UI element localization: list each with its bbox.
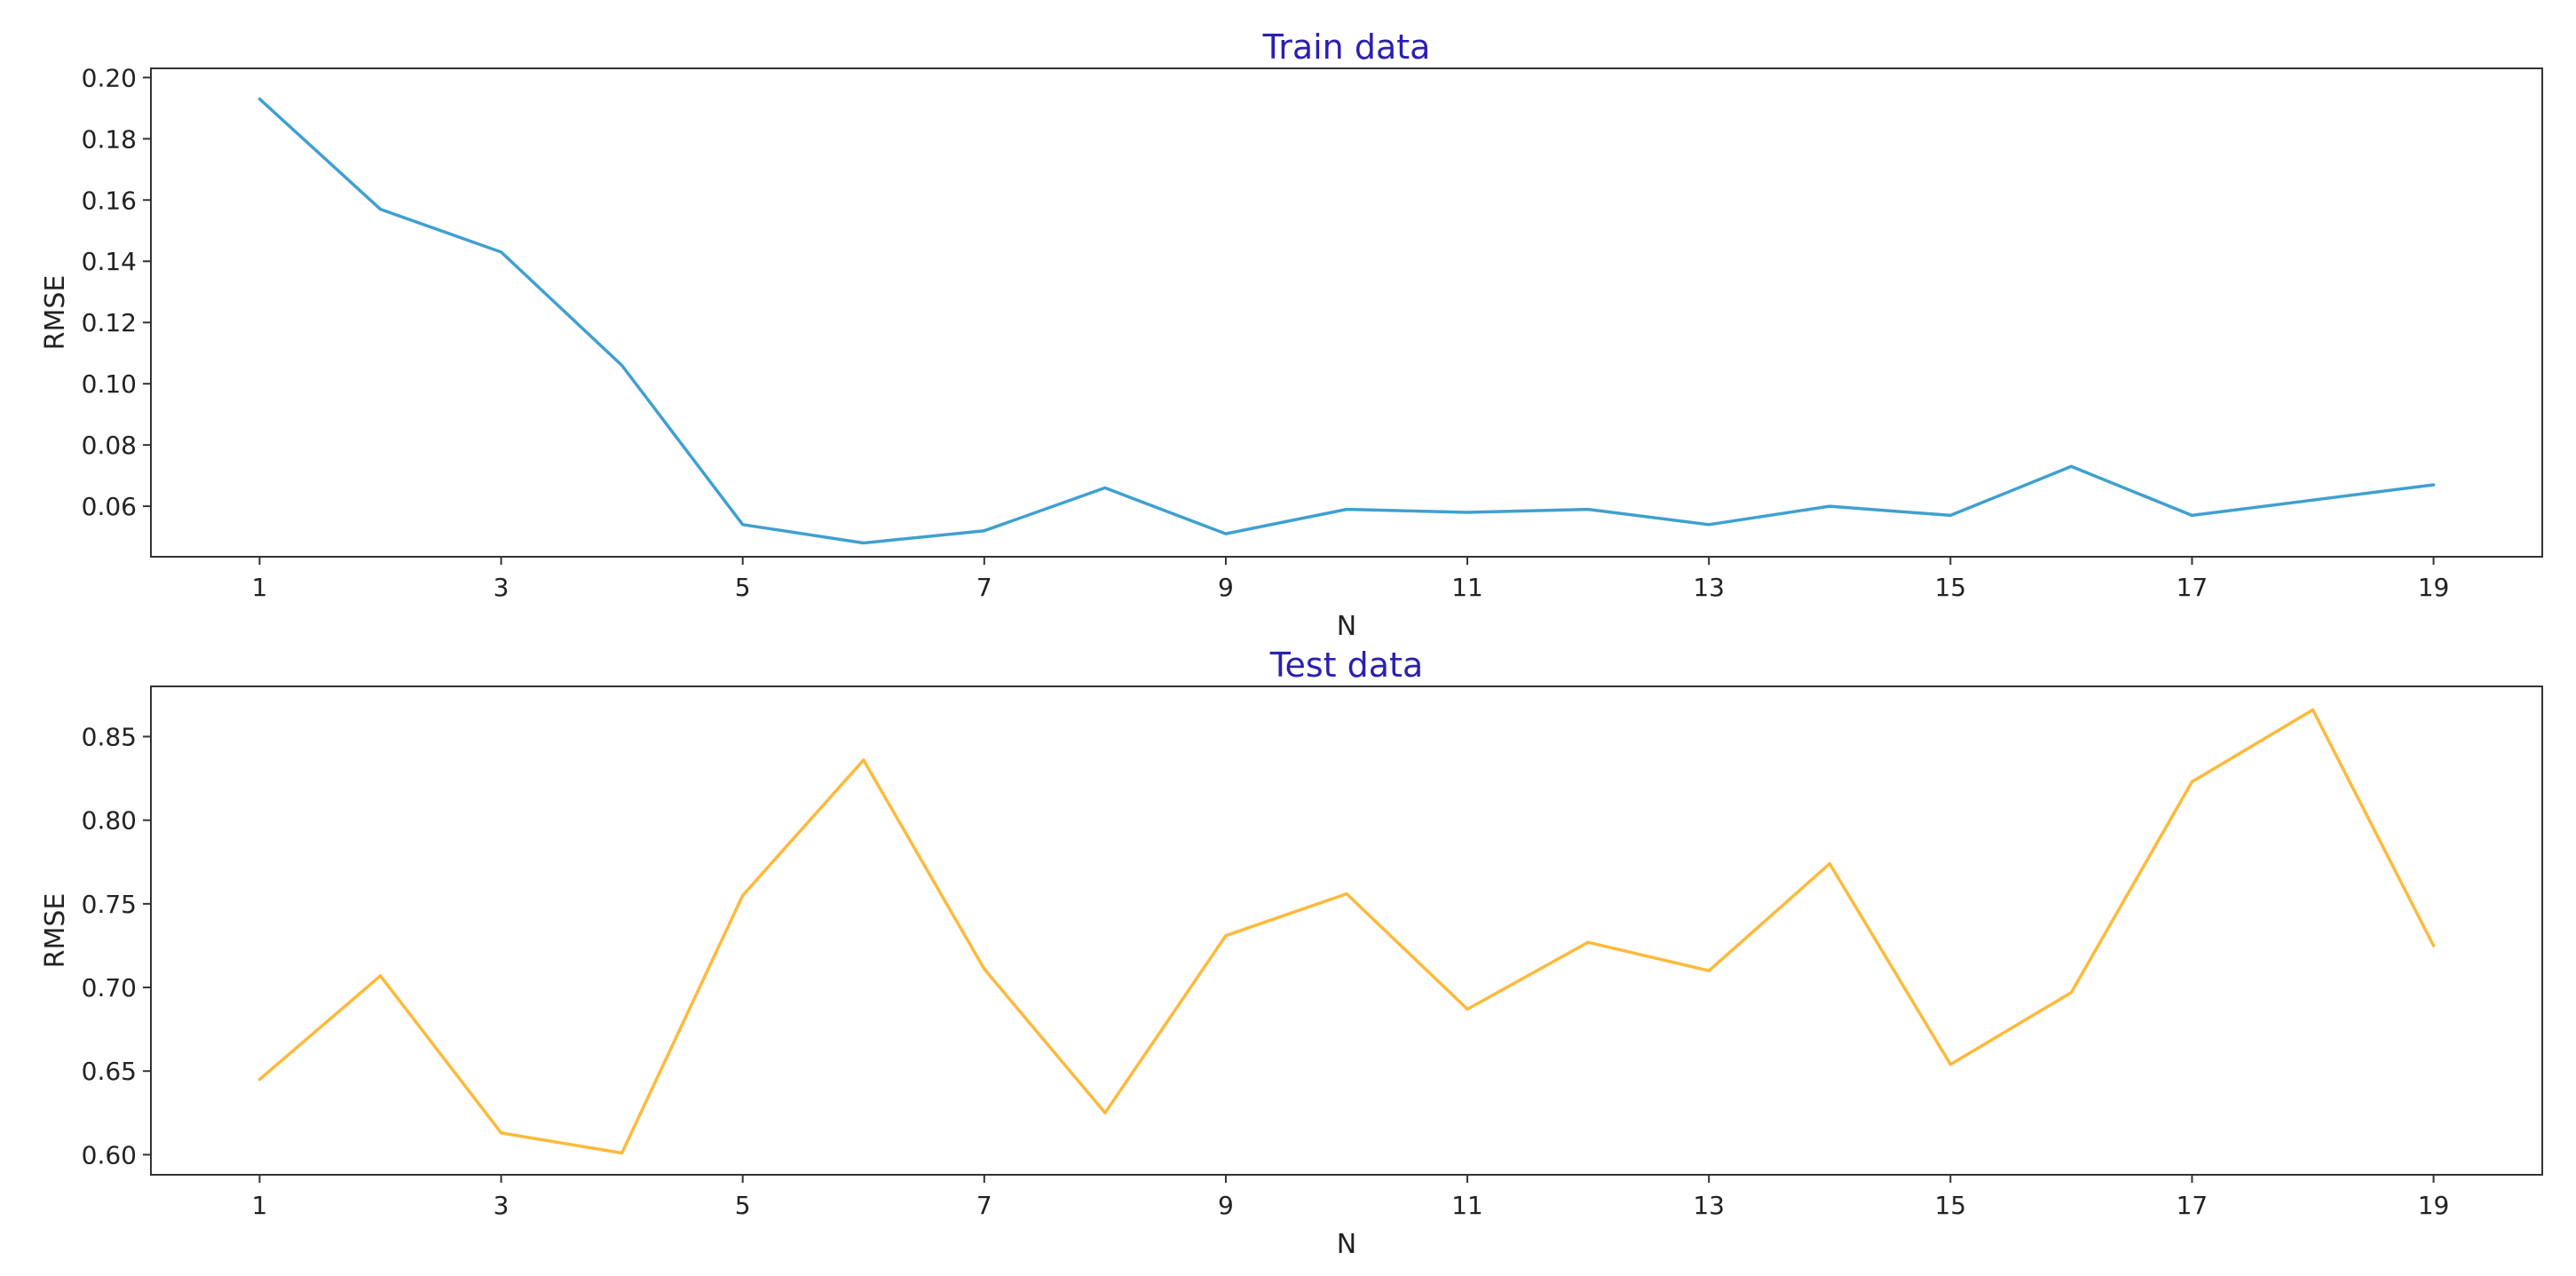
data-point: [2190, 513, 2194, 518]
chart-panel-1: 1 3 5 7 9 11 13 15 17 190.060.080.100.120.140.160…: [40, 28, 2543, 642]
data-point: [1586, 940, 1591, 945]
y-tick-label: 0.10: [82, 369, 137, 399]
data-point: [982, 528, 986, 533]
x-tick-label: 7: [976, 573, 992, 602]
data-point: [1102, 486, 1107, 490]
chart-panel-2: 1 3 5 7 9 11 13 15 17 190.600.650.700.750.800.85T…: [40, 646, 2543, 1260]
plot-frame: [150, 686, 2543, 1176]
data-point: [1466, 511, 1470, 515]
y-tick-label: 0.60: [82, 1140, 137, 1169]
x-tick-label: 15: [1934, 1191, 1966, 1220]
series-line: [257, 708, 2436, 1155]
x-tick-label: 9: [1218, 1191, 1234, 1220]
y-tick-label: 0.85: [82, 723, 137, 752]
data-point: [620, 1151, 624, 1155]
data-point: [1707, 969, 1711, 973]
data-point: [1948, 513, 1953, 518]
x-axis-label: N: [1337, 1229, 1356, 1260]
y-tick-label: 0.70: [82, 973, 137, 1003]
y-tick-label: 0.08: [82, 431, 137, 460]
data-point: [861, 757, 865, 762]
x-tick-label: 5: [735, 573, 751, 602]
data-point: [499, 250, 503, 254]
x-axis-label: N: [1337, 611, 1356, 642]
data-point: [499, 1130, 503, 1135]
data-point: [1828, 504, 1832, 509]
x-tick-label: 1: [252, 1191, 268, 1220]
y-tick-label: 0.14: [82, 247, 137, 276]
data-point: [2069, 464, 2074, 469]
data-point: [257, 97, 262, 101]
x-tick-label: 9: [1218, 573, 1234, 602]
x-tick-label: 19: [2418, 1191, 2450, 1220]
y-tick-label: 0.75: [82, 890, 137, 919]
x-tick-label: 15: [1934, 573, 1966, 602]
y-tick-label: 0.12: [82, 308, 137, 337]
y-axis-label: RMSE: [40, 893, 71, 969]
x-tick-label: 11: [1451, 1191, 1483, 1220]
y-tick-label: 0.06: [82, 492, 137, 521]
y-tick-label: 0.18: [82, 124, 137, 154]
data-point: [2190, 780, 2194, 784]
x-tick-label: 5: [735, 1191, 751, 1220]
x-tick-label: 7: [976, 1191, 992, 1220]
data-point: [2311, 498, 2315, 503]
data-point: [861, 541, 865, 545]
data-point: [1707, 522, 1711, 527]
data-point: [378, 973, 383, 978]
series-line: [257, 97, 2436, 545]
x-tick-label: 3: [494, 1191, 510, 1220]
data-point: [740, 522, 745, 527]
y-tick-label: 0.80: [82, 806, 137, 836]
data-point: [378, 207, 383, 211]
chart-title: Train data: [1262, 28, 1431, 67]
data-point: [1948, 1062, 1953, 1066]
x-tick-label: 11: [1451, 573, 1483, 602]
chart-title: Test data: [1269, 646, 1424, 685]
data-point: [1466, 1007, 1470, 1011]
x-tick-label: 17: [2177, 573, 2209, 602]
data-point: [2311, 708, 2315, 712]
x-tick-label: 1: [252, 573, 268, 602]
y-tick-label: 0.65: [82, 1057, 137, 1086]
x-tick-label: 3: [494, 573, 510, 602]
data-point: [740, 893, 745, 898]
data-point: [257, 1077, 262, 1082]
plot-frame: [150, 67, 2543, 558]
y-axis-label: RMSE: [40, 275, 71, 351]
data-point: [2069, 990, 2074, 995]
x-tick-label: 19: [2418, 573, 2450, 602]
y-tick-label: 0.20: [82, 63, 137, 92]
data-point: [2431, 944, 2436, 948]
data-point: [2431, 483, 2436, 487]
x-tick-label: 17: [2177, 1191, 2209, 1220]
data-point: [1345, 507, 1349, 511]
data-point: [1828, 861, 1832, 866]
data-point: [1223, 532, 1228, 536]
data-point: [1223, 933, 1228, 938]
x-tick-label: 13: [1693, 1191, 1725, 1220]
data-point: [1345, 892, 1349, 896]
data-point: [982, 967, 986, 971]
y-tick-label: 0.16: [82, 186, 137, 215]
data-point: [1586, 507, 1591, 511]
x-tick-label: 13: [1693, 573, 1725, 602]
data-point: [1102, 1111, 1107, 1115]
data-point: [620, 363, 624, 368]
